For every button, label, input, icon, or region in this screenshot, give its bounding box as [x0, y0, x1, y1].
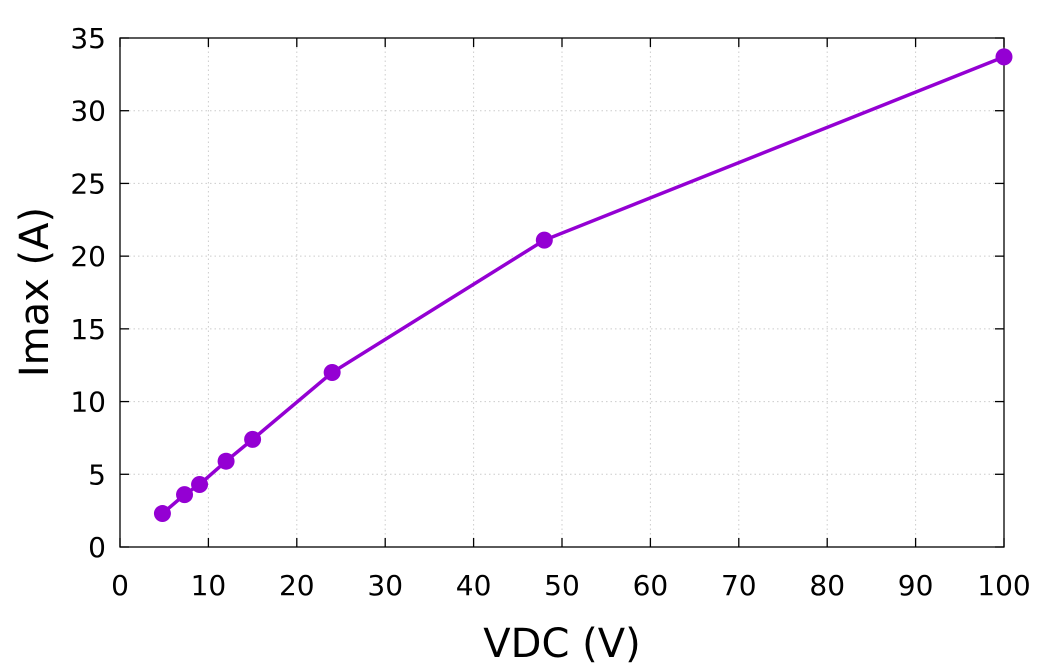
series — [153, 48, 1013, 523]
x-tick-label: 30 — [367, 569, 403, 602]
x-tick-label: 50 — [544, 569, 580, 602]
x-tick-label: 10 — [191, 569, 227, 602]
y-tick-label: 35 — [70, 22, 106, 55]
y-tick-label: 0 — [88, 531, 106, 564]
series-line — [161, 55, 1005, 515]
y-tick-labels: 0 5 10 15 20 25 30 35 — [70, 22, 106, 564]
plot-frame — [119, 37, 1005, 548]
x-tick-label: 90 — [898, 569, 934, 602]
x-tick-label: 80 — [809, 569, 845, 602]
x-tick-label: 60 — [633, 569, 669, 602]
y-tick-label: 15 — [70, 313, 106, 346]
x-tick-label: 100 — [977, 569, 1030, 602]
y-tick-label: 25 — [70, 167, 106, 200]
data-point — [176, 486, 194, 504]
y-axis-label: Imax (A) — [12, 207, 58, 377]
y-tick-label: 5 — [88, 458, 106, 491]
data-point — [535, 231, 553, 249]
y-tick-label: 20 — [70, 240, 106, 273]
x-tick-label: 0 — [111, 569, 129, 602]
y-tick-label: 30 — [70, 95, 106, 128]
data-point — [217, 452, 235, 470]
data-point — [153, 505, 171, 523]
data-point — [191, 475, 209, 493]
x-tick-labels: 0 10 20 30 40 50 60 70 80 90 100 — [111, 569, 1031, 602]
data-point — [995, 48, 1013, 66]
x-tick-label: 40 — [456, 569, 492, 602]
y-tick-label: 10 — [70, 386, 106, 419]
x-tick-label: 70 — [721, 569, 757, 602]
x-axis-label: VDC (V) — [483, 621, 640, 666]
data-point — [323, 363, 341, 381]
grid — [120, 38, 1004, 547]
x-tick-label: 20 — [279, 569, 315, 602]
data-point — [244, 430, 262, 448]
